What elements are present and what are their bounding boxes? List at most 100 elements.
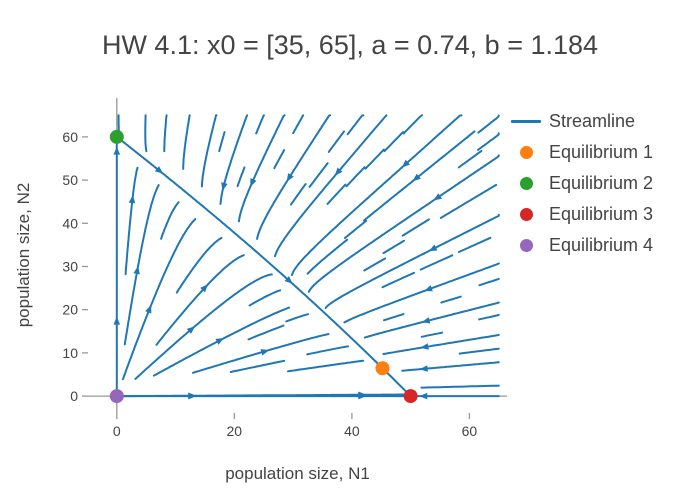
streamline-arrow (284, 276, 293, 284)
streamline-path (144, 114, 148, 153)
legend: Streamline Equilibrium 1 Equilibrium 2 E… (509, 106, 653, 261)
streamline-arrow (419, 365, 428, 372)
equilibrium-marker-4[interactable] (109, 389, 124, 404)
streamline-path (163, 114, 168, 153)
streamline-path (458, 347, 500, 355)
streamline-path (290, 114, 463, 277)
streamline-path (382, 239, 405, 255)
streamline-line-icon (509, 120, 543, 123)
streamline-path (285, 313, 309, 323)
equilibrium-marker-1[interactable] (375, 361, 390, 376)
chart-title: HW 4.1: x0 = [35, 65], a = 0.74, b = 1.1… (101, 30, 599, 60)
streamline-arrow (215, 338, 224, 345)
streamline-path (134, 273, 273, 380)
streamline-path (401, 361, 500, 372)
legend-item-streamline[interactable]: Streamline (509, 106, 653, 137)
streamline-arrow (186, 326, 195, 334)
streamline-path (274, 114, 388, 258)
streamline-path (478, 313, 500, 321)
streamline-arrow (221, 182, 228, 191)
streamline-arrow (419, 392, 428, 400)
streamline-path (229, 359, 286, 373)
streamline-arrow (420, 343, 429, 350)
streamline-arrow (433, 193, 442, 201)
y-tick-label: 50 (62, 172, 78, 188)
y-tick-label: 0 (70, 388, 78, 404)
streamline-path (457, 236, 492, 253)
streamline-path (273, 149, 286, 170)
streamline-path (363, 301, 500, 339)
x-tick-label: 60 (462, 423, 478, 439)
streamline-path (175, 236, 223, 294)
legend-item-equilibrium-3[interactable]: Equilibrium 3 (509, 199, 653, 230)
legend-item-equilibrium-2[interactable]: Equilibrium 2 (509, 168, 653, 199)
streamline-arrow (250, 178, 257, 187)
streamline-arrow (412, 173, 421, 182)
streamline-arrow (286, 173, 294, 182)
x-axis-title: population size, N1 (225, 464, 370, 483)
streamline-arrow (113, 146, 121, 155)
streamline-path (363, 130, 476, 222)
streamline-arrow (260, 349, 270, 356)
streamline-path (457, 150, 483, 169)
streamline-path (401, 218, 430, 237)
streamline-path (420, 331, 444, 338)
streamline-path (123, 184, 160, 346)
legend-item-equilibrium-1[interactable]: Equilibrium 1 (509, 137, 653, 168)
equilibrium-3-dot-icon (509, 208, 543, 221)
streamline-path (343, 262, 500, 324)
streamline-arrow (334, 167, 343, 176)
streamline-arrow (428, 244, 438, 252)
streamline-arrow (145, 304, 152, 314)
legend-item-equilibrium-4[interactable]: Equilibrium 4 (509, 230, 653, 261)
x-tick-label: 0 (113, 423, 121, 439)
streamline-path (200, 114, 218, 188)
legend-label: Equilibrium 1 (549, 142, 654, 162)
streamline-arrow (200, 284, 208, 293)
legend-label: Equilibrium 3 (549, 204, 654, 224)
streamline-path (419, 254, 454, 271)
y-tick-label: 10 (62, 345, 78, 361)
x-tick-label: 20 (227, 423, 243, 439)
y-tick-label: 20 (62, 302, 78, 318)
streamline-path (420, 384, 500, 389)
streamline-arrow (421, 317, 431, 324)
equilibrium-marker-2[interactable] (109, 129, 124, 144)
streamline-path (382, 333, 500, 355)
streamline-arrow (133, 266, 140, 275)
streamline-path (248, 289, 282, 307)
streamline-arrow (424, 285, 433, 292)
streamline-path (117, 114, 383, 369)
streamline-path (121, 218, 197, 381)
streamline-path (324, 213, 500, 309)
streamline-arrow (128, 195, 136, 204)
streamline-path (478, 277, 500, 287)
streamline-path (364, 148, 385, 170)
streamline-path (192, 333, 330, 374)
streamline-path (308, 162, 329, 188)
streamline-path (124, 166, 139, 276)
streamline-path (326, 183, 347, 205)
legend-label: Equilibrium 4 (549, 235, 654, 255)
streamline-path (237, 114, 286, 223)
equilibrium-2-dot-icon (509, 177, 543, 190)
streamline-arrow (358, 391, 367, 399)
streamline-path (306, 238, 349, 275)
streamline-path (182, 114, 191, 170)
legend-label: Streamline (549, 111, 636, 131)
streamline-path (247, 324, 285, 341)
equilibrium-marker-3[interactable] (403, 389, 418, 404)
streamline-path (327, 130, 345, 153)
equilibrium-4-dot-icon (509, 239, 543, 252)
streamline-path (218, 131, 226, 153)
streamline-path (383, 131, 404, 153)
streamline-path (236, 166, 246, 188)
streamline-arrow (401, 159, 410, 168)
streamline-path (115, 368, 410, 398)
streamline-path (477, 114, 500, 134)
streamline-path (155, 254, 245, 346)
streamline-path (286, 359, 365, 373)
y-axis-title: population size, N2 (14, 182, 33, 328)
